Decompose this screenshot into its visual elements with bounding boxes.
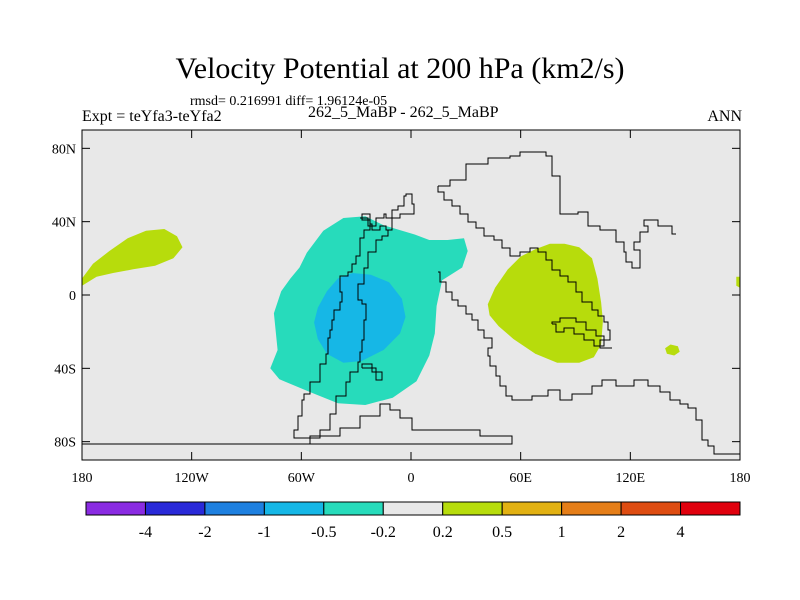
colorbar-swatch — [204, 501, 265, 516]
antarctica-coastline — [82, 403, 513, 445]
x-tick-label: 0 — [408, 471, 415, 486]
dateline-positive-region — [736, 276, 740, 288]
colorbar-label: 2 — [617, 524, 625, 541]
colorbar-swatch — [382, 501, 444, 516]
australia-positive-region — [665, 344, 680, 356]
colorbar-swatch — [442, 501, 503, 516]
colorbar-swatch — [680, 501, 741, 516]
colorbar-label: 4 — [677, 524, 685, 541]
season-label: ANN — [707, 108, 742, 125]
case-label: 262_5_MaBP - 262_5_MaBP — [308, 104, 499, 121]
experiment-label: Expt = teYfa3-teYfa2 — [82, 108, 222, 125]
eurasia-north-coastline — [438, 151, 676, 269]
colorbar-label: 0.5 — [492, 524, 512, 541]
x-tick-label: 120W — [175, 471, 210, 486]
colorbar-label: 1 — [558, 524, 566, 541]
atlantic-negative-strong-region — [314, 273, 406, 363]
x-tick-label: 60W — [288, 471, 316, 486]
colorbar-label: -0.5 — [311, 524, 336, 541]
asia-south-coastline — [437, 186, 612, 349]
colorbar-swatch — [620, 501, 682, 516]
colorbar-label: 0.2 — [433, 524, 453, 541]
y-tick-label: 80N — [52, 142, 76, 157]
x-tick-label: 120E — [616, 471, 646, 486]
colorbar-label: -0.2 — [371, 524, 396, 541]
australia-coastline — [551, 317, 605, 347]
colorbar-label: -2 — [198, 524, 211, 541]
colorbar-label: -4 — [139, 524, 152, 541]
south-america-tip-coastline — [361, 363, 383, 381]
y-tick-label: 40N — [52, 216, 76, 231]
rmsd-diff-stats: rmsd= 0.216991 diff= 1.96124e-05 — [190, 94, 388, 109]
x-tick-label: 60E — [509, 471, 532, 486]
y-tick-label: 0 — [69, 289, 76, 304]
africa-oceania-coastline — [438, 271, 740, 455]
americas-coastline — [293, 193, 415, 439]
colorbar-swatch — [323, 501, 384, 516]
pacific-positive-region — [82, 229, 183, 286]
colorbar-swatch — [561, 501, 622, 516]
colorbar: -4 -2 -1 -0.5 -0.2 0.2 0.5 1 2 4 — [85, 501, 741, 541]
colorbar-swatch — [144, 501, 206, 516]
colorbar-swatch — [501, 501, 563, 516]
colorbar-label: -1 — [258, 524, 271, 541]
axes: 180 120W 60W 0 60E 120E 180 80N 40N 0 40S 80S — [52, 130, 751, 486]
y-tick-label: 80S — [54, 436, 76, 451]
chart-title: Velocity Potential at 200 hPa (km2/s) — [175, 52, 625, 85]
x-tick-label: 180 — [72, 471, 93, 486]
contour-fills — [82, 216, 740, 405]
y-tick-label: 40S — [54, 362, 76, 377]
coastlines — [82, 151, 740, 455]
x-tick-label: 180 — [730, 471, 751, 486]
colorbar-swatch — [263, 501, 325, 516]
colorbar-swatch — [85, 501, 146, 516]
